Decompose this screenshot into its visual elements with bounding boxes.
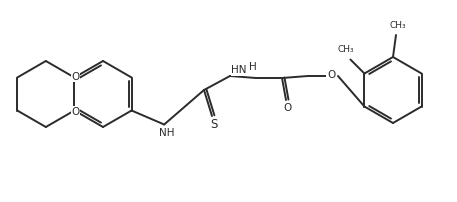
- Text: CH₃: CH₃: [390, 20, 406, 29]
- Text: H: H: [249, 62, 257, 72]
- Text: O: O: [71, 106, 80, 117]
- Text: O: O: [283, 103, 291, 113]
- Text: CH₃: CH₃: [337, 45, 354, 54]
- Text: S: S: [210, 118, 218, 130]
- Text: NH: NH: [159, 128, 175, 139]
- Text: HN: HN: [231, 65, 247, 75]
- Text: O: O: [327, 70, 335, 80]
- Text: O: O: [71, 72, 80, 81]
